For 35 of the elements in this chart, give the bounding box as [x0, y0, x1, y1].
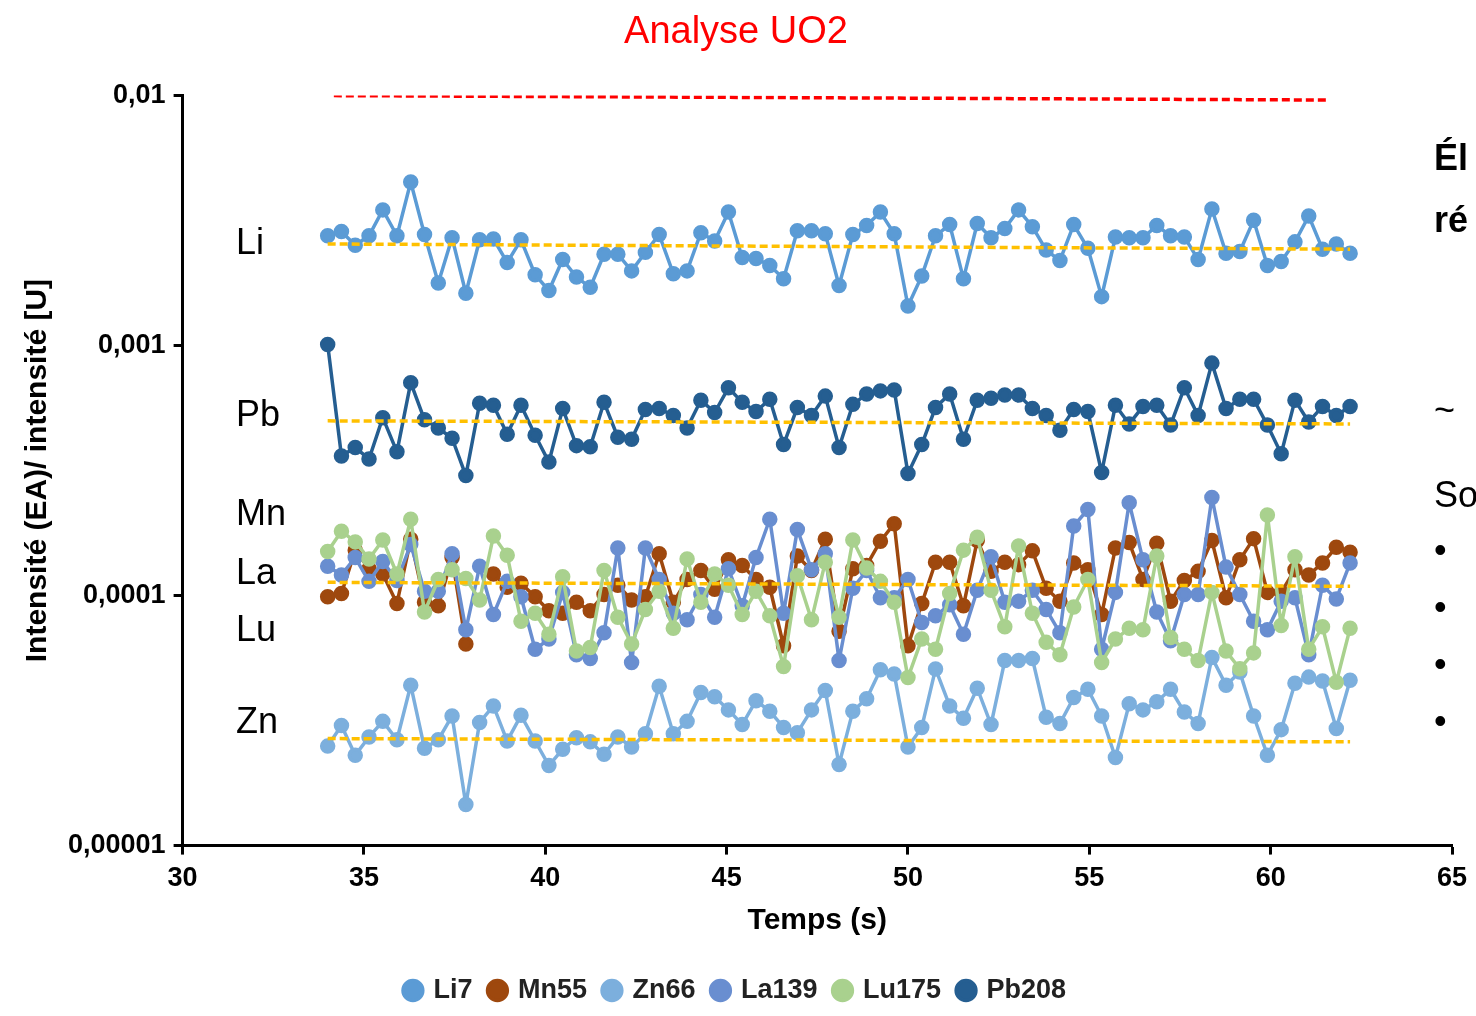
- legend-label: Pb208: [986, 973, 1067, 1004]
- annotation: Li: [236, 221, 265, 262]
- annotation: •: [1434, 643, 1447, 684]
- annotation: Él: [1434, 137, 1469, 178]
- annotation: Zn: [236, 700, 279, 741]
- x-axis-title: Temps (s): [747, 902, 888, 936]
- annotation: Lu: [236, 608, 277, 649]
- legend-label: Zn66: [632, 973, 696, 1004]
- annotation: La: [236, 551, 277, 592]
- x-tick-label: 60: [1255, 862, 1286, 893]
- annotation: ré: [1434, 199, 1469, 240]
- annotation: Pb: [236, 393, 281, 434]
- x-tick-label: 55: [1074, 862, 1105, 893]
- annotation: Mn: [236, 492, 287, 533]
- x-tick-label: 35: [348, 862, 379, 893]
- x-tick-label: 45: [711, 862, 742, 893]
- annotation: •: [1434, 586, 1447, 627]
- y-tick-label: 0,0001: [83, 579, 166, 610]
- annotation: ~: [1434, 389, 1456, 430]
- annotation: •: [1434, 529, 1447, 570]
- y-axis-title: Intensité (EA)/ intensité [U]: [19, 278, 53, 663]
- legend-label: Lu175: [863, 973, 942, 1004]
- x-tick-label: 50: [892, 862, 923, 893]
- annotation: •: [1434, 700, 1447, 741]
- x-tick-label: 40: [530, 862, 561, 893]
- y-tick-label: 0,001: [98, 329, 166, 360]
- x-tick-label: 30: [167, 862, 198, 893]
- legend-label: Mn55: [517, 973, 587, 1004]
- legend-label: La139: [740, 973, 818, 1004]
- legend-label: Li7: [433, 973, 473, 1004]
- y-tick-label: 0,00001: [67, 829, 166, 860]
- y-tick-label: 0,01: [113, 79, 166, 110]
- chart-title: Analyse UO2: [624, 9, 848, 52]
- annotation: So: [1434, 474, 1476, 515]
- x-tick-label: 65: [1436, 862, 1468, 893]
